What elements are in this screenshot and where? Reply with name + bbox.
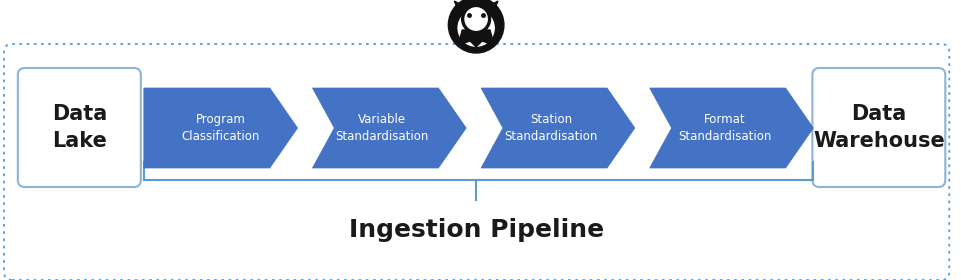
FancyBboxPatch shape [812, 68, 946, 187]
Polygon shape [650, 88, 813, 168]
Polygon shape [481, 88, 635, 168]
FancyBboxPatch shape [18, 68, 141, 187]
Polygon shape [312, 88, 466, 168]
Circle shape [449, 0, 504, 53]
Text: Ingestion Pipeline: Ingestion Pipeline [349, 218, 604, 242]
Polygon shape [144, 88, 298, 168]
Circle shape [461, 4, 490, 34]
Circle shape [458, 10, 494, 46]
Text: Program
Classification: Program Classification [182, 113, 259, 143]
Polygon shape [458, 30, 494, 47]
Text: Variable
Standardisation: Variable Standardisation [335, 113, 429, 143]
Circle shape [465, 8, 487, 30]
Polygon shape [484, 1, 498, 15]
Text: Station
Standardisation: Station Standardisation [505, 113, 598, 143]
Text: Data
Warehouse: Data Warehouse [813, 104, 945, 151]
Text: Data
Lake: Data Lake [52, 104, 107, 151]
Polygon shape [455, 1, 468, 15]
FancyBboxPatch shape [4, 44, 949, 280]
Text: Format
Standardisation: Format Standardisation [678, 113, 772, 143]
